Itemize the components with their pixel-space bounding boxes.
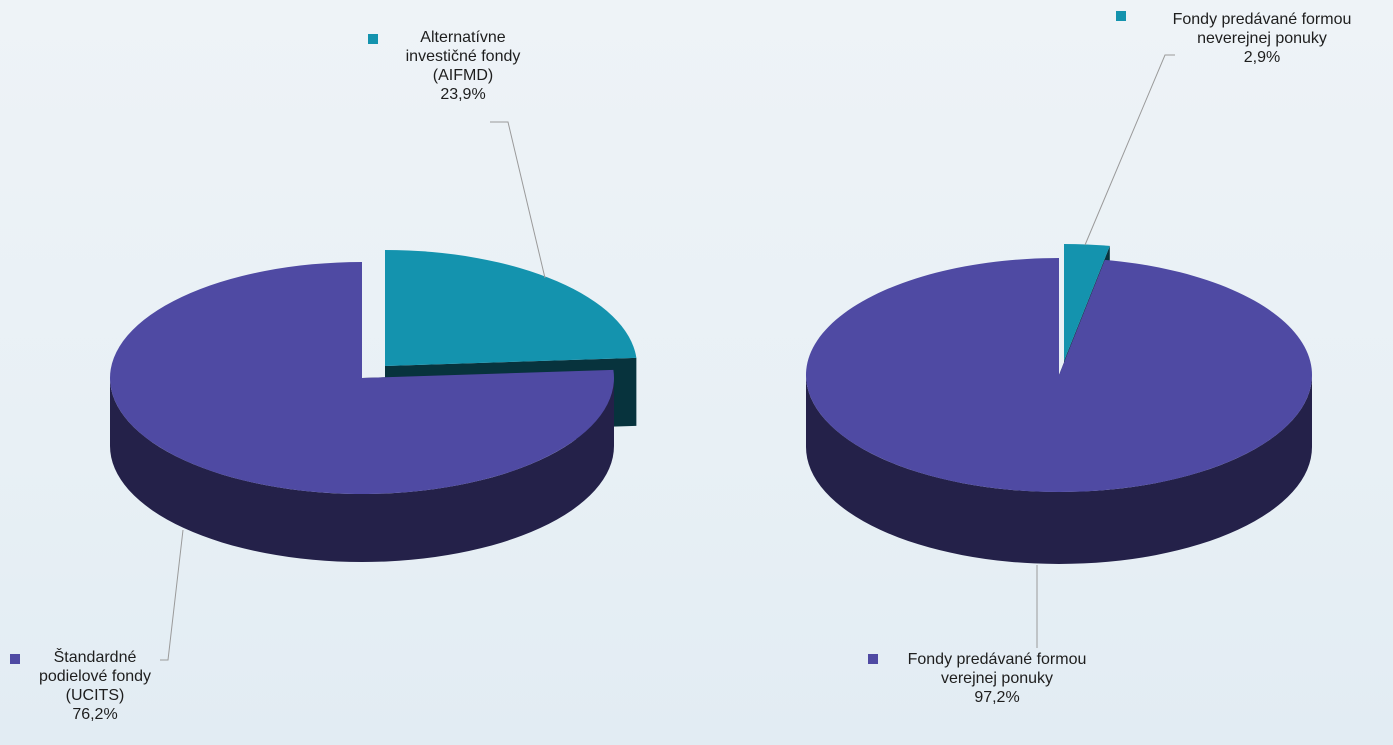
leader-line	[160, 529, 184, 661]
legend-marker	[10, 654, 20, 664]
slice-name: Alternatívne investičné fondy (AIFMD)	[405, 29, 521, 84]
leader-line	[1084, 54, 1175, 246]
data-label: Fondy predávané formou verejnej ponuky 97…	[907, 650, 1087, 707]
data-label: Štandardné podielové fondy (UCITS) 76,2%	[25, 648, 165, 724]
slice-side	[806, 375, 1312, 564]
legend-marker	[1116, 11, 1126, 21]
slice-name: Fondy predávané formou verejnej ponuky	[907, 651, 1087, 687]
slice-value: 23,9%	[440, 86, 486, 103]
slice-top	[1064, 244, 1110, 361]
pie	[806, 244, 1313, 564]
slice-value: 97,2%	[974, 689, 1020, 706]
slice-value: 2,9%	[1243, 49, 1281, 66]
slice-top	[109, 262, 614, 495]
pie-slice	[109, 262, 614, 562]
slice-side	[110, 378, 614, 562]
legend-marker	[868, 654, 878, 664]
slice-name: Fondy predávané formou neverejnej ponuky	[1172, 11, 1352, 47]
leader-line	[490, 121, 546, 279]
slice-top	[806, 258, 1313, 493]
legend-marker	[368, 34, 378, 44]
pie-slice	[806, 258, 1313, 564]
slice-name: Štandardné podielové fondy (UCITS)	[38, 649, 152, 704]
slice-value: 76,2%	[72, 706, 118, 723]
pie	[109, 250, 637, 562]
slice-top	[385, 250, 637, 366]
data-label: Fondy predávané formou neverejnej ponuky…	[1162, 10, 1362, 67]
data-label: Alternatívne investičné fondy (AIFMD) 23,…	[388, 28, 538, 104]
